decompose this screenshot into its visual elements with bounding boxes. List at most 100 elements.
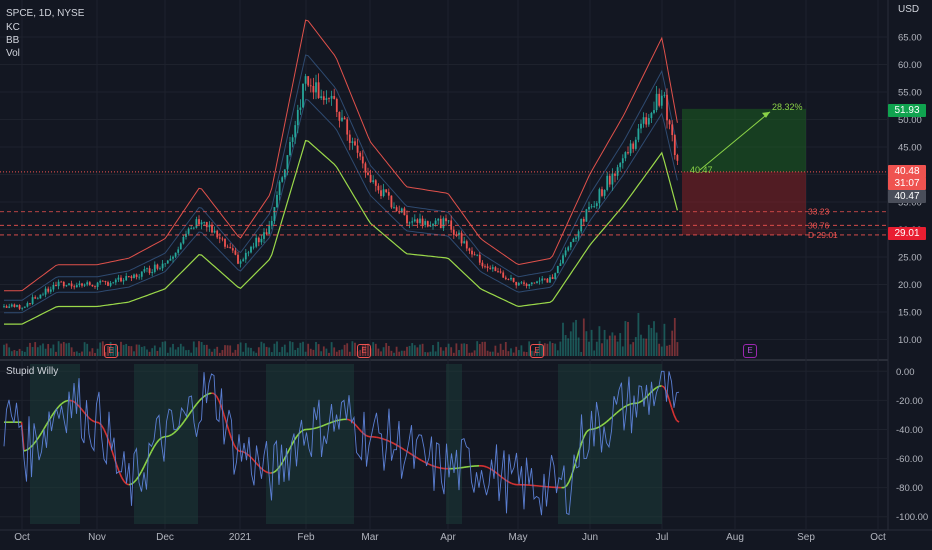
volume-bar [455, 343, 458, 356]
volume-bar [502, 349, 505, 356]
candle-body [351, 141, 354, 143]
candle-body [140, 271, 143, 277]
volume-bar [585, 331, 588, 356]
volume-bar [16, 350, 18, 356]
oscillator-slow-line [366, 435, 370, 438]
candle-body [177, 249, 180, 253]
candle-body [629, 143, 632, 154]
volume-bar [624, 321, 627, 356]
earnings-marker[interactable]: E [530, 344, 544, 358]
candle-body [455, 235, 458, 236]
y-tick-label: 45.00 [898, 143, 922, 154]
volume-bar [650, 327, 653, 356]
candle-body [619, 163, 622, 168]
indicator-legend-vol[interactable]: Vol [6, 48, 20, 59]
candle-body [660, 95, 663, 106]
candle-body [166, 260, 169, 264]
candle-body [442, 218, 445, 229]
volume-bar [94, 352, 96, 356]
oscillator-tick-label: -80.00 [896, 483, 923, 494]
candle-body [49, 289, 52, 292]
earnings-marker[interactable]: E [357, 344, 371, 358]
volume-bar [673, 317, 676, 356]
candle-body [112, 282, 115, 284]
volume-bar [18, 348, 21, 356]
candle-body [473, 254, 476, 256]
volume-bar [554, 343, 557, 356]
volume-bar [569, 331, 572, 356]
oscillator-slow-line [38, 432, 43, 438]
candle-body [200, 222, 203, 225]
candle-body [403, 208, 406, 216]
volume-bar [42, 343, 44, 356]
oscillator-slow-line [255, 462, 260, 467]
y-tick-label: 60.00 [898, 60, 922, 71]
oscillator-zone [558, 364, 662, 524]
candle-body [504, 277, 507, 280]
candle-body [559, 263, 562, 267]
candle-body [99, 280, 102, 283]
candle-body [138, 276, 141, 278]
volume-bar [497, 352, 499, 356]
volume-bar [627, 321, 629, 356]
oscillator-slow-line [61, 401, 65, 405]
candle-body [497, 271, 499, 272]
candle-body [62, 281, 65, 287]
candle-body [572, 238, 575, 243]
earnings-marker[interactable]: E [743, 344, 757, 358]
candle-body [187, 228, 190, 234]
candle-body [260, 238, 263, 243]
volume-bar [499, 343, 502, 356]
candle-body [562, 255, 564, 264]
volume-bar [411, 343, 414, 356]
candle-body [465, 241, 468, 249]
indicator-legend-kc[interactable]: KC [6, 22, 20, 33]
volume-bar [452, 352, 455, 356]
candle-body [421, 218, 424, 225]
oscillator-slow-line [175, 427, 180, 432]
candle-body [205, 222, 208, 228]
volume-bar [91, 348, 94, 356]
volume-bar [221, 350, 224, 356]
candle-body [608, 175, 611, 185]
oscillator-tick-label: -60.00 [896, 454, 923, 465]
y-tick-label: 35.00 [898, 198, 922, 209]
candle-body [286, 155, 289, 170]
volume-bar [439, 347, 442, 356]
volume-bar [538, 341, 541, 356]
volume-bar [164, 341, 167, 356]
earnings-marker[interactable]: E [104, 344, 118, 358]
candle-body [252, 246, 255, 248]
candle-body [374, 180, 377, 186]
x-tick-label: Dec [156, 532, 174, 543]
symbol-legend[interactable]: SPCE, 1D, NYSE [6, 8, 85, 19]
candle-body [481, 262, 484, 267]
indicator-legend-bb[interactable]: BB [6, 35, 20, 46]
candle-body [101, 280, 104, 282]
volume-bar [317, 344, 320, 356]
volume-bar [169, 347, 172, 356]
candle-body [211, 224, 213, 233]
volume-bar [660, 346, 663, 356]
candle-body [341, 117, 343, 121]
candle-body [135, 274, 138, 278]
volume-bar [114, 343, 117, 356]
volume-bar [663, 323, 666, 356]
currency-label[interactable]: USD [898, 4, 920, 15]
oscillator-slow-line [150, 446, 155, 452]
candle-body [611, 173, 614, 185]
volume-bar [595, 341, 598, 356]
volume-bar [608, 335, 611, 356]
oscillator-legend[interactable]: Stupid Willy [6, 366, 59, 377]
volume-bar [377, 348, 380, 356]
oscillator-slow-line [355, 425, 360, 430]
volume-bar [3, 344, 5, 356]
candle-body [432, 224, 434, 226]
candle-body [655, 93, 658, 111]
volume-bar [517, 350, 520, 356]
volume-bar [637, 313, 640, 356]
volume-bar [616, 341, 619, 356]
oscillator-slow-line [603, 421, 607, 425]
candle-body [39, 294, 42, 299]
oscillator-slow-line [120, 476, 125, 482]
